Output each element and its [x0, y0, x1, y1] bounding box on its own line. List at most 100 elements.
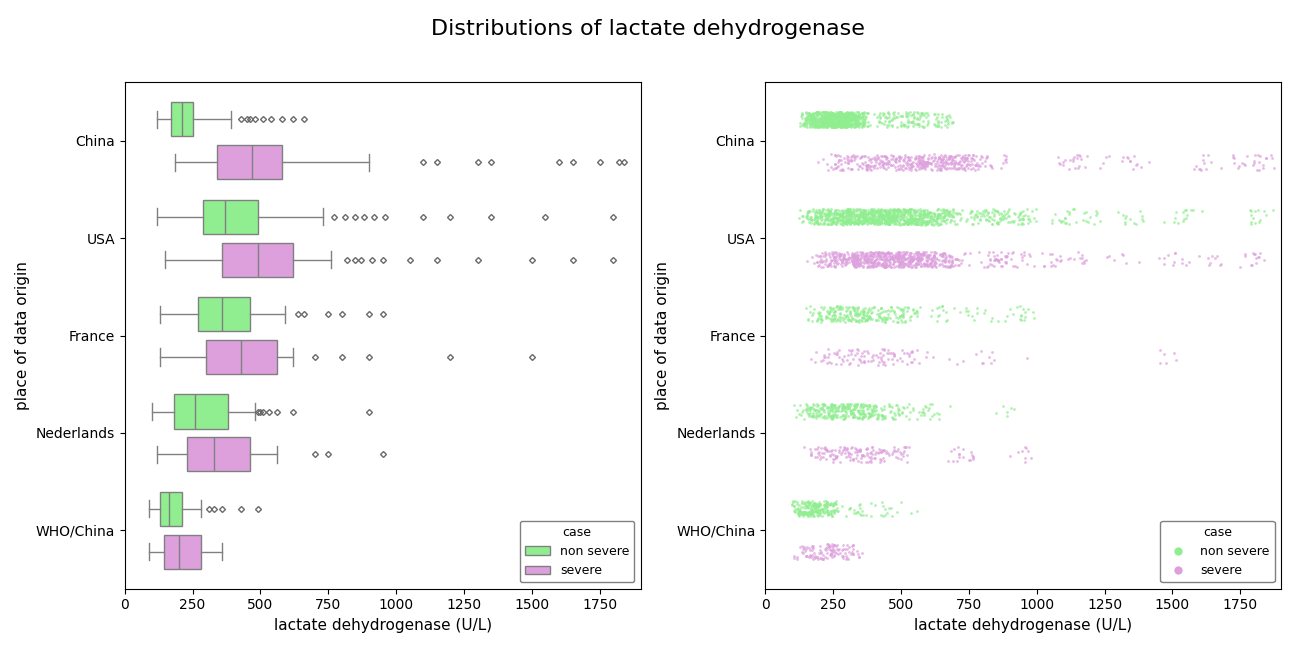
Point	[1004, 209, 1025, 219]
Point	[850, 399, 871, 410]
Point	[994, 213, 1015, 224]
Point	[794, 118, 815, 128]
Point	[871, 204, 892, 214]
Point	[807, 107, 828, 117]
Point	[804, 498, 824, 509]
Point	[800, 450, 820, 460]
Point	[819, 218, 840, 229]
Point	[811, 113, 832, 124]
Point	[807, 508, 828, 518]
Point	[819, 408, 840, 418]
Point	[863, 108, 884, 119]
Point	[888, 253, 908, 264]
Point	[800, 410, 820, 421]
Point	[920, 260, 941, 270]
Point	[842, 204, 863, 214]
Point	[1052, 160, 1073, 170]
Point	[897, 457, 918, 467]
Point	[806, 443, 827, 454]
Point	[893, 250, 914, 260]
Point	[908, 257, 929, 267]
Point	[1080, 212, 1100, 222]
Point	[896, 411, 916, 421]
Point	[1185, 164, 1205, 174]
Point	[902, 347, 923, 358]
Point	[809, 410, 829, 421]
Point	[827, 405, 848, 415]
Point	[969, 161, 990, 171]
Point	[916, 259, 937, 269]
Point	[1063, 154, 1083, 165]
Point	[905, 154, 925, 165]
Point	[980, 255, 1001, 265]
Point	[794, 506, 815, 516]
Point	[989, 216, 1010, 227]
Point	[802, 541, 823, 551]
Point	[925, 211, 946, 222]
Point	[801, 450, 822, 460]
Point	[954, 163, 975, 174]
Point	[875, 216, 896, 226]
Point	[832, 301, 853, 312]
Point	[829, 211, 850, 222]
Point	[848, 413, 868, 423]
Point	[831, 122, 851, 132]
Point	[806, 113, 827, 124]
Point	[951, 213, 972, 223]
Point	[881, 215, 902, 226]
Point	[932, 249, 953, 259]
Point	[928, 163, 949, 173]
Point	[810, 120, 831, 130]
Point	[1243, 248, 1264, 259]
Point	[1051, 255, 1072, 265]
Point	[915, 216, 936, 227]
Point	[835, 121, 855, 132]
Point	[829, 214, 850, 225]
Point	[792, 120, 813, 130]
Point	[975, 153, 995, 163]
Point	[867, 217, 888, 227]
Point	[853, 309, 874, 319]
Point	[823, 110, 844, 121]
Point	[822, 255, 842, 265]
Point	[912, 216, 933, 227]
Point	[807, 502, 828, 513]
Point	[844, 400, 864, 411]
Point	[877, 261, 898, 272]
Point	[870, 250, 890, 260]
Point	[885, 154, 906, 164]
Point	[871, 209, 892, 219]
Point	[800, 498, 820, 508]
PathPatch shape	[206, 340, 276, 374]
Point	[813, 154, 833, 165]
Point	[884, 112, 905, 122]
Point	[889, 156, 910, 167]
Point	[875, 313, 896, 323]
Point	[827, 122, 848, 132]
Point	[842, 405, 863, 415]
Point	[940, 151, 960, 161]
Point	[833, 109, 854, 119]
Point	[864, 216, 885, 227]
Point	[804, 113, 824, 123]
Point	[793, 508, 814, 518]
Point	[819, 357, 840, 367]
Point	[841, 210, 862, 220]
Point	[916, 251, 937, 262]
Point	[862, 251, 883, 262]
Point	[923, 219, 943, 229]
Point	[833, 212, 854, 222]
Point	[807, 117, 828, 128]
Point	[797, 122, 818, 132]
Point	[794, 414, 815, 424]
Point	[918, 208, 938, 218]
Point	[1024, 260, 1045, 271]
Point	[802, 500, 823, 510]
Point	[853, 209, 874, 220]
Point	[829, 117, 850, 127]
Point	[826, 349, 846, 359]
Point	[849, 499, 870, 509]
Point	[804, 551, 824, 562]
Point	[848, 111, 868, 122]
Point	[846, 344, 867, 354]
